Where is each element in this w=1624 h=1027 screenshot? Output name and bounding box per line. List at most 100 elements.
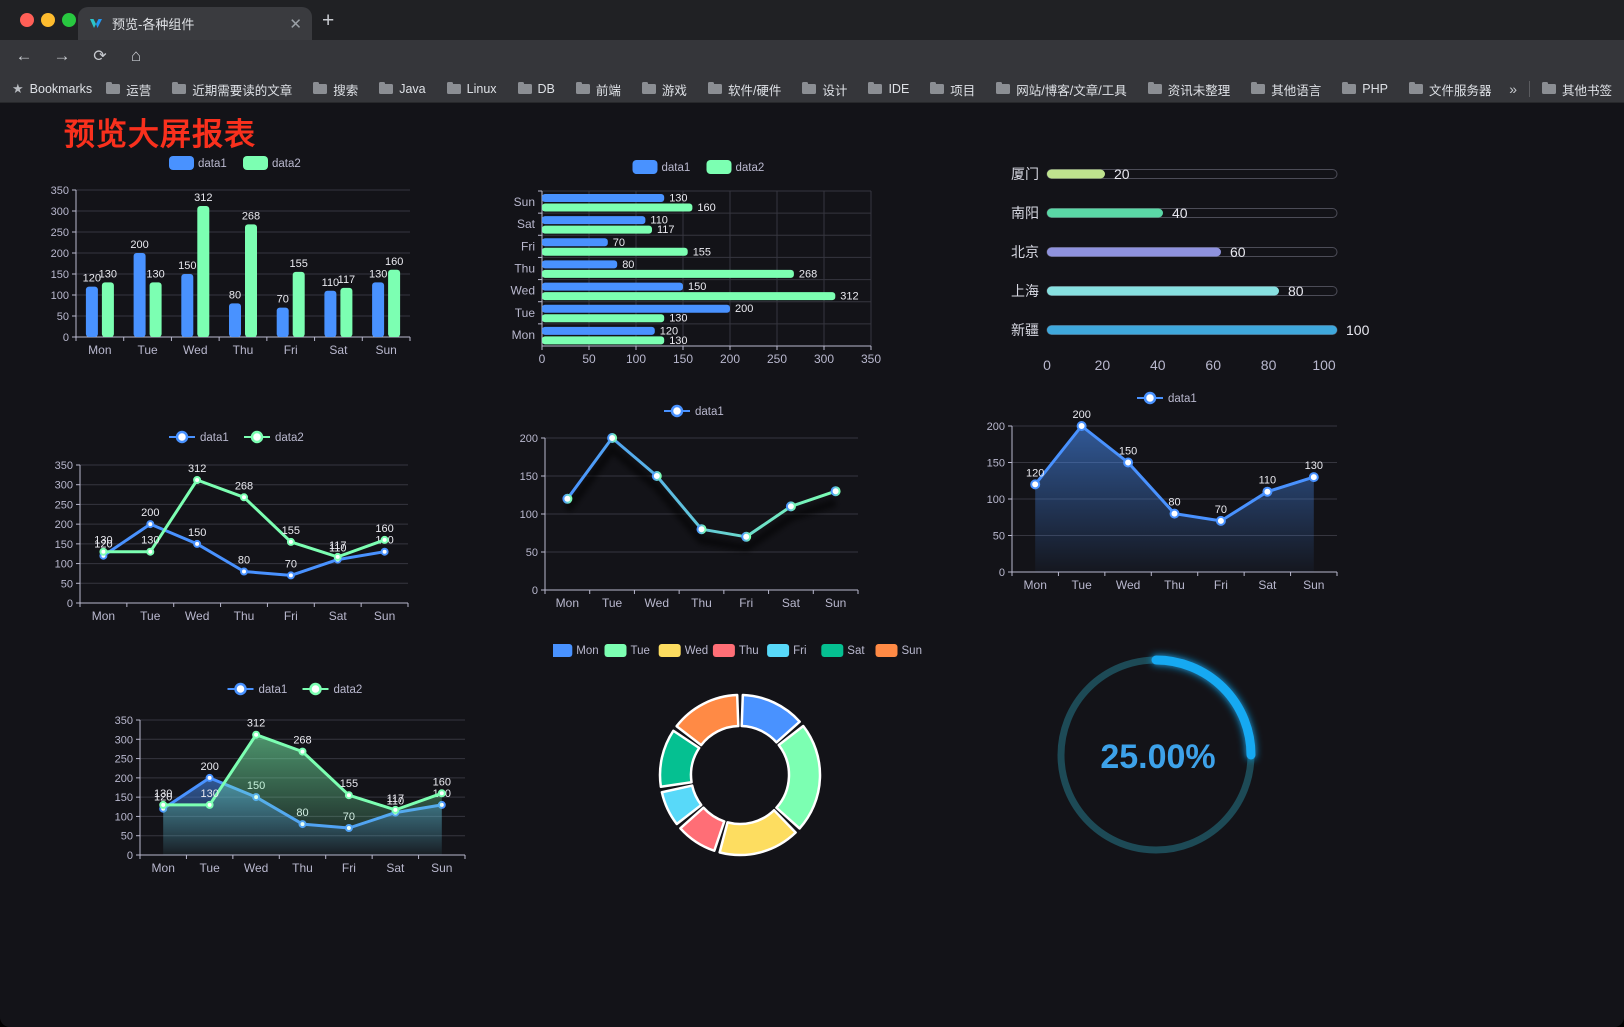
svg-text:350: 350 xyxy=(51,185,69,197)
bookmarks-overflow-icon[interactable]: » xyxy=(1509,81,1517,97)
svg-text:120: 120 xyxy=(1026,467,1044,479)
bookmark-item[interactable]: 网站/博客/文章/工具 xyxy=(996,80,1127,99)
svg-text:0: 0 xyxy=(67,598,73,610)
bookmark-item[interactable]: 文件服务器 xyxy=(1408,80,1491,99)
bar-chart-grouped[interactable]: 0 50 100 150 200 250 300 350 Mon Tue Wed Thu Fri Sat S… xyxy=(38,150,463,370)
bookmark-item[interactable]: PHP xyxy=(1342,81,1388,96)
forward-icon[interactable]: → xyxy=(53,46,71,65)
folder-icon xyxy=(1541,81,1556,94)
chart-canvas: 厦门 20 南阳 40 北京 60 上海 80 新疆 100 0 20 40 60 80 100 xyxy=(1011,166,1370,373)
svg-text:Thu: Thu xyxy=(234,609,255,623)
folder-icon xyxy=(379,81,394,94)
bookmark-item[interactable]: 项目 xyxy=(930,80,975,99)
svg-text:312: 312 xyxy=(188,463,206,475)
svg-text:200: 200 xyxy=(735,303,753,315)
svg-text:0: 0 xyxy=(63,332,69,344)
svg-text:160: 160 xyxy=(385,256,403,268)
gauge-chart[interactable]: 25.00% xyxy=(1038,635,1278,888)
home-icon[interactable]: ⌂ xyxy=(130,46,142,65)
svg-text:70: 70 xyxy=(1215,504,1227,516)
bookmark-item[interactable]: Linux xyxy=(446,81,497,96)
svg-text:Thu: Thu xyxy=(514,262,535,276)
back-icon[interactable]: ← xyxy=(15,46,33,65)
svg-text:130: 130 xyxy=(369,268,387,280)
bookmark-item[interactable]: 游戏 xyxy=(641,80,687,99)
bookmark-item[interactable]: DB xyxy=(517,81,555,96)
close-window-button[interactable] xyxy=(20,13,34,27)
svg-text:200: 200 xyxy=(141,507,159,519)
bookmark-item[interactable]: 运营 xyxy=(106,80,151,99)
svg-text:Wed: Wed xyxy=(244,861,268,875)
chart-canvas: 0 50 100 150 200 250 300 350 Mon Tue Wed Thu Fri Sat S… xyxy=(51,156,411,357)
svg-text:50: 50 xyxy=(526,547,538,559)
titlebar: 预览-各种组件 ✕ + xyxy=(0,0,1624,40)
tab-title: 预览-各种组件 xyxy=(112,17,195,32)
svg-text:110: 110 xyxy=(322,277,340,289)
bookmark-item[interactable]: 资讯未整理 xyxy=(1147,80,1230,99)
chart-canvas: 0 50 100 150 200 250 300 350 Mon Tue Wed Thu Fri Sat S… xyxy=(115,682,466,875)
svg-text:100: 100 xyxy=(520,509,538,521)
svg-text:150: 150 xyxy=(520,471,538,483)
svg-text:200: 200 xyxy=(130,239,148,251)
bookmark-item[interactable]: 近期需要读的文章 xyxy=(172,80,292,99)
minimize-window-button[interactable] xyxy=(41,13,55,27)
area-chart-two-series[interactable]: 0 50 100 150 200 250 300 350 Mon Tue Wed Thu Fri Sat S… xyxy=(96,678,530,898)
svg-text:300: 300 xyxy=(51,206,69,218)
svg-text:0: 0 xyxy=(532,585,538,597)
svg-text:200: 200 xyxy=(520,433,538,445)
bookmark-item[interactable]: 搜索 xyxy=(313,80,358,99)
bookmarks-label[interactable]: Bookmarks xyxy=(29,82,93,96)
new-tab-button[interactable]: + xyxy=(322,9,335,32)
svg-text:250: 250 xyxy=(767,352,787,365)
svg-text:110: 110 xyxy=(650,215,668,227)
svg-text:155: 155 xyxy=(340,778,358,790)
bookmark-item[interactable]: IDE xyxy=(868,81,909,96)
browser-tab[interactable]: 预览-各种组件 ✕ xyxy=(78,7,312,40)
page-content: 预览大屏报表 0 50 100 150 200 250 300 350 Mon Tue Wed Thu… xyxy=(0,103,1624,1027)
donut-chart[interactable]: Mon Tue Wed Thu Fri Sat Sun xyxy=(550,638,925,901)
svg-text:130: 130 xyxy=(669,335,687,347)
line-chart-two-series[interactable]: 0 50 100 150 200 250 300 350 Mon Tue Wed Thu Fri Sat S… xyxy=(40,425,468,645)
svg-text:Fri: Fri xyxy=(793,645,806,657)
svg-text:data1: data1 xyxy=(662,162,691,174)
svg-text:Wed: Wed xyxy=(645,596,669,610)
svg-text:20: 20 xyxy=(1095,357,1111,373)
progress-bar-chart[interactable]: 厦门 20 南阳 40 北京 60 上海 80 新疆 100 0 20 40 60 80 100 xyxy=(995,158,1377,391)
svg-text:80: 80 xyxy=(1168,497,1180,509)
svg-text:160: 160 xyxy=(433,776,451,788)
svg-text:20: 20 xyxy=(1114,166,1130,182)
maximize-window-button[interactable] xyxy=(62,13,76,27)
svg-text:Thu: Thu xyxy=(739,645,759,657)
bookmark-item[interactable]: 前端 xyxy=(575,80,621,99)
folder-icon xyxy=(1408,81,1423,94)
reload-icon[interactable]: ⟳ xyxy=(93,48,107,65)
bookmark-item[interactable]: 设计 xyxy=(802,80,847,99)
svg-text:80: 80 xyxy=(622,259,634,271)
svg-text:0: 0 xyxy=(999,567,1005,579)
folder-icon xyxy=(575,81,590,94)
folder-icon xyxy=(172,81,187,94)
svg-text:50: 50 xyxy=(57,311,69,323)
line-chart-gradient[interactable]: 0 50 100 150 200 Mon Tue Wed Thu Fri Sat Sun data1 xyxy=(498,398,896,618)
bookmark-item[interactable]: Java xyxy=(379,81,426,96)
svg-text:100: 100 xyxy=(55,559,73,571)
folder-icon xyxy=(930,81,945,94)
svg-text:160: 160 xyxy=(375,523,393,535)
svg-text:130: 130 xyxy=(99,268,117,280)
svg-text:data2: data2 xyxy=(736,162,765,174)
svg-text:Fri: Fri xyxy=(342,861,356,875)
svg-text:120: 120 xyxy=(94,539,112,551)
svg-text:160: 160 xyxy=(697,202,715,214)
svg-text:150: 150 xyxy=(55,539,73,551)
close-tab-icon[interactable]: ✕ xyxy=(289,15,302,33)
area-chart-single[interactable]: 0 50 100 150 200 Mon Tue Wed Thu Fri Sat Sun 120 200 1… xyxy=(956,388,1390,608)
svg-text:Sat: Sat xyxy=(329,343,348,357)
bookmark-item[interactable]: 其他语言 xyxy=(1251,80,1321,99)
svg-text:150: 150 xyxy=(688,281,706,293)
page-title: 预览大屏报表 xyxy=(64,117,256,152)
svg-text:上海: 上海 xyxy=(1011,283,1039,299)
bookmark-item[interactable]: 软件/硬件 xyxy=(707,80,781,99)
bar-chart-horizontal[interactable]: 0 50 100 150 200 250 300 350 Mon 120 130 Tue 200 130 W… xyxy=(498,153,896,370)
divider xyxy=(1528,81,1530,97)
other-bookmarks-button[interactable]: 其他书签 xyxy=(1541,80,1612,99)
